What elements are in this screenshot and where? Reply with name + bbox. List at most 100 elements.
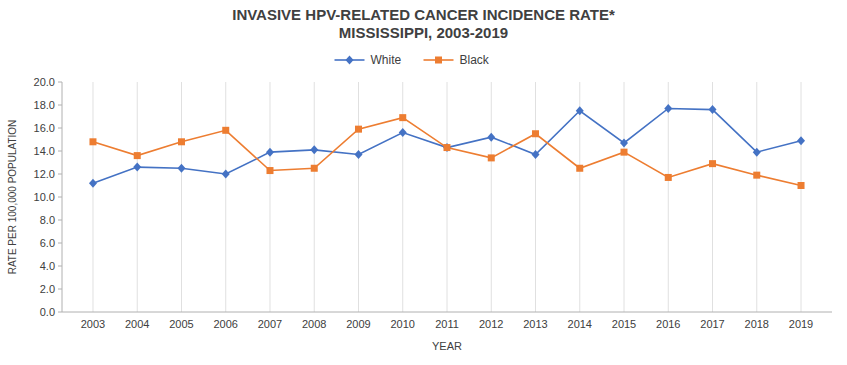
y-tick-label: 14.0 — [34, 145, 55, 157]
y-tick-mark — [58, 220, 62, 221]
point — [178, 138, 185, 145]
point — [532, 150, 540, 159]
x-tick-label: 2008 — [302, 318, 326, 330]
x-grid-line — [447, 82, 448, 312]
legend-item: Black — [424, 53, 490, 67]
series-1 — [89, 114, 804, 189]
x-grid-line — [269, 82, 270, 312]
x-axis-line — [62, 312, 832, 313]
x-axis-label: YEAR — [432, 340, 462, 352]
y-tick-mark — [58, 105, 62, 106]
y-tick-label: 6.0 — [40, 237, 55, 249]
line — [93, 108, 801, 183]
legend-item: White — [335, 53, 402, 67]
x-tick-label: 2013 — [523, 318, 547, 330]
legend: White Black — [335, 53, 490, 67]
x-tick-label: 2019 — [789, 318, 813, 330]
point — [133, 163, 141, 172]
point — [222, 127, 229, 134]
point — [266, 167, 273, 174]
x-tick-label: 2007 — [258, 318, 282, 330]
point — [89, 179, 97, 188]
point — [399, 114, 406, 121]
y-tick-label: 18.0 — [34, 99, 55, 111]
y-tick-mark — [58, 128, 62, 129]
y-tick-mark — [58, 197, 62, 198]
legend-label: White — [371, 53, 402, 67]
point — [798, 182, 805, 189]
point — [266, 148, 274, 157]
point — [665, 174, 672, 181]
x-grid-line — [314, 82, 315, 312]
y-tick-label: 12.0 — [34, 168, 55, 180]
y-tick-mark — [58, 312, 62, 313]
subtitle: MISSISSIPPI, 2003-2019 — [339, 24, 508, 41]
x-grid-line — [92, 82, 93, 312]
series-0 — [89, 104, 805, 188]
point — [443, 143, 451, 152]
y-tick-mark — [58, 174, 62, 175]
point — [709, 105, 717, 114]
y-tick-label: 16.0 — [34, 122, 55, 134]
point — [753, 148, 761, 157]
point — [487, 133, 495, 142]
point — [355, 126, 362, 133]
point — [89, 138, 96, 145]
y-tick-label: 20.0 — [34, 76, 55, 88]
y-axis-line — [62, 82, 63, 312]
plot-area — [89, 104, 805, 189]
x-tick-label: 2018 — [745, 318, 769, 330]
x-grid-line — [358, 82, 359, 312]
point — [709, 160, 716, 167]
point — [311, 165, 318, 172]
point — [222, 170, 230, 179]
x-grid-line — [712, 82, 713, 312]
line — [93, 118, 801, 186]
y-tick-mark — [58, 266, 62, 267]
x-grid-line — [491, 82, 492, 312]
x-tick-label: 2006 — [213, 318, 237, 330]
point — [399, 128, 407, 137]
legend-marker — [346, 56, 354, 65]
point — [797, 136, 805, 145]
y-axis-label: RATE PER 100,000 POPULATION — [7, 120, 18, 275]
y-tick-label: 2.0 — [40, 283, 55, 295]
y-tick-mark — [58, 82, 62, 83]
x-grid-line — [756, 82, 757, 312]
y-tick-mark — [58, 151, 62, 152]
grid — [93, 82, 801, 312]
chart: INVASIVE HPV-RELATED CANCER INCIDENCE RA… — [0, 0, 847, 365]
x-ticks: 2003200420052006200720082009201020112012… — [81, 318, 814, 330]
x-tick-label: 2009 — [346, 318, 370, 330]
point — [177, 164, 185, 173]
point — [354, 150, 362, 159]
y-tick-label: 8.0 — [40, 214, 55, 226]
point — [532, 130, 539, 137]
y-tick-mark — [58, 289, 62, 290]
point — [620, 138, 628, 147]
x-tick-label: 2004 — [125, 318, 149, 330]
x-tick-label: 2014 — [568, 318, 592, 330]
x-grid-line — [225, 82, 226, 312]
y-ticks: 0.02.04.06.08.010.012.014.016.018.020.0 — [34, 76, 62, 318]
y-tick-label: 10.0 — [34, 191, 55, 203]
y-tick-mark — [58, 243, 62, 244]
legend-marker — [435, 57, 442, 64]
point — [576, 165, 583, 172]
legend-label: Black — [460, 53, 490, 67]
x-grid-line — [181, 82, 182, 312]
x-tick-label: 2003 — [81, 318, 105, 330]
point — [576, 106, 584, 115]
point — [444, 144, 451, 151]
point — [664, 104, 672, 113]
x-grid-line — [535, 82, 536, 312]
x-tick-label: 2012 — [479, 318, 503, 330]
point — [310, 145, 318, 154]
x-grid-line — [137, 82, 138, 312]
x-tick-label: 2017 — [700, 318, 724, 330]
y-tick-label: 0.0 — [40, 306, 55, 318]
x-grid-line — [668, 82, 669, 312]
x-tick-label: 2015 — [612, 318, 636, 330]
x-grid-line — [801, 82, 802, 312]
point — [753, 172, 760, 179]
